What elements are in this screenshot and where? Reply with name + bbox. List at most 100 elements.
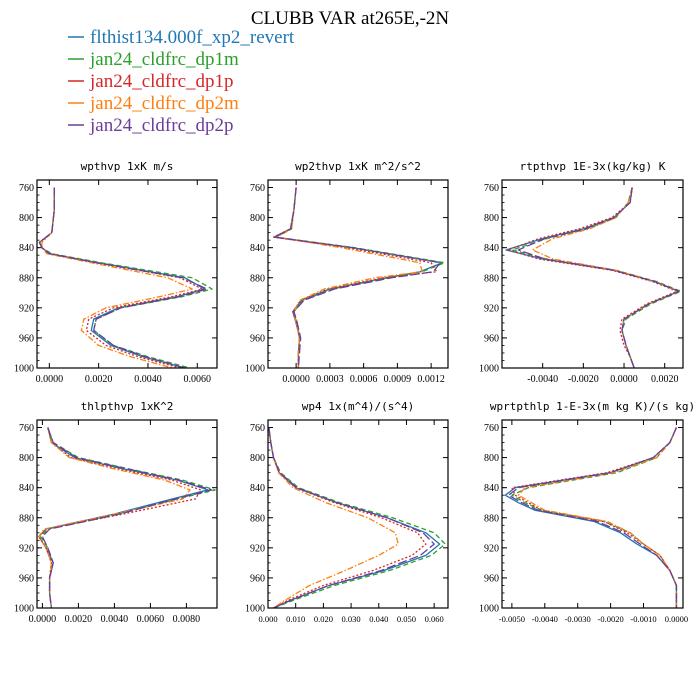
x-tick-label: -0.0040 [527, 374, 558, 385]
series-line-jan24-cldfrc-dp2p [38, 187, 208, 368]
y-tick-label: 800 [484, 213, 499, 224]
x-tick-label: 0.050 [397, 614, 416, 624]
series-line-jan24-cldfrc-dp2m [268, 427, 399, 608]
panel-1: wpthvp 1xK m/s76080084088092096010000.00… [14, 160, 218, 385]
y-tick-label: 840 [484, 243, 499, 254]
y-tick-label: 1000 [479, 604, 499, 615]
y-tick-label: 760 [484, 423, 499, 434]
figure-title: CLUBB VAR at265E,-2N [251, 8, 450, 29]
series-line-jan24-cldfrc-dp2m [276, 187, 423, 368]
x-tick-label: 0.010 [286, 614, 305, 624]
y-tick-label: 760 [484, 183, 499, 194]
y-tick-label: 920 [19, 543, 34, 554]
y-tick-label: 760 [19, 423, 34, 434]
x-tick-label: 0.0000 [610, 374, 638, 385]
y-tick-label: 1000 [479, 364, 499, 375]
y-tick-label: 960 [250, 333, 265, 344]
series-line-jan24-cldfrc-dp2m [38, 427, 191, 608]
plot-frame [36, 419, 218, 609]
x-tick-label: 0.0000 [36, 374, 64, 385]
x-tick-label: 0.020 [314, 614, 333, 624]
x-tick-label: 0.0000 [29, 614, 57, 625]
x-tick-label: 0.0040 [134, 374, 162, 385]
panel-title: wp4 1x(m^4)/(s^4) [302, 400, 415, 413]
x-tick-label: 0.0000 [665, 614, 688, 624]
panel-3: rtpthvp 1E-3x(kg/kg) K 760 800 840 880 920 960… [479, 160, 684, 385]
y-tick-label: 840 [250, 243, 265, 254]
panel-title: wprtpthlp 1-E-3x(m kg K)/(s kg) [490, 400, 695, 413]
x-tick-label: 0.0060 [137, 614, 165, 625]
series-line-jan24-cldfrc-dp2p [507, 427, 678, 608]
panel-4: thlpthvp 1xK^276080084088092096010000.00… [14, 400, 218, 625]
y-tick-label: 760 [250, 423, 265, 434]
x-tick-label: -0.0020 [597, 614, 623, 624]
x-tick-label: 0.0020 [85, 374, 113, 385]
y-tick-label: 800 [250, 453, 265, 464]
y-tick-label: 960 [484, 333, 499, 344]
x-tick-label: 0.0060 [184, 374, 212, 385]
series-line-jan24-cldfrc-dp1p [268, 427, 427, 608]
y-tick-label: 840 [484, 483, 499, 494]
y-tick-label: 840 [250, 483, 265, 494]
x-tick-label: 0.0040 [101, 614, 129, 625]
y-tick-label: 840 [19, 483, 34, 494]
y-tick-label: 880 [250, 513, 265, 524]
x-tick-label: -0.0040 [532, 614, 558, 624]
y-tick-label: 800 [19, 213, 34, 224]
y-tick-label: 920 [250, 303, 265, 314]
x-tick-label: 0.0080 [173, 614, 201, 625]
legend-label-jan24-cldfrc-dp2p: jan24_cldfrc_dp2p [89, 115, 234, 136]
y-tick-label: 880 [19, 273, 34, 284]
panel-5: wp4 1x(m^4)/(s^4)76080084088092096010000… [245, 400, 449, 624]
y-tick-label: 760 [19, 183, 34, 194]
plot-frame [501, 419, 684, 609]
y-tick-label: 760 [250, 183, 265, 194]
series-line-jan24-cldfrc-dp2p [274, 187, 441, 368]
panel-2: wp2thvp 1xK m^2/s^2 760 800 840 880 920 960 100… [245, 160, 449, 385]
panel-title: thlpthvp 1xK^2 [81, 400, 174, 413]
y-tick-label: 800 [484, 453, 499, 464]
panel-title: wpthvp 1xK m/s [81, 160, 174, 173]
plot-frame [36, 179, 218, 369]
x-tick-label: 0.0020 [651, 374, 679, 385]
plot-frame [267, 419, 449, 609]
legend-label-flthist134-000f-xp2-revert: flthist134.000f_xp2_revert [90, 27, 295, 48]
x-tick-label: 0.0020 [65, 614, 93, 625]
plot-frame [267, 179, 449, 369]
y-tick-label: 880 [19, 513, 34, 524]
series-line-jan24-cldfrc-dp2p [268, 427, 435, 608]
x-tick-label: 0.060 [425, 614, 444, 624]
y-tick-label: 960 [250, 573, 265, 584]
x-tick-label: -0.0030 [565, 614, 591, 624]
y-tick-label: 920 [250, 543, 265, 554]
chart-panels: wpthvp 1xK m/s76080084088092096010000.00… [14, 160, 695, 625]
series-line-jan24-cldfrc-dp2m [41, 187, 193, 368]
panel-title: rtpthvp 1E-3x(kg/kg) K [520, 160, 666, 173]
y-tick-label: 920 [484, 543, 499, 554]
y-tick-label: 880 [250, 273, 265, 284]
series-line-jan24-cldfrc-dp1p [507, 187, 678, 368]
series-line-jan24-cldfrc-dp2p [517, 187, 680, 368]
x-tick-label: 0.0009 [384, 374, 412, 385]
y-tick-label: 960 [19, 573, 34, 584]
x-tick-label: 0.0000 [282, 374, 310, 385]
legend-label-jan24-cldfrc-dp1m: jan24_cldfrc_dp1m [89, 49, 239, 70]
x-tick-label: 0.040 [369, 614, 388, 624]
x-tick-label: 0.030 [342, 614, 361, 624]
legend: flthist134.000f_xp2_revertjan24_cldfrc_d… [68, 27, 295, 136]
panel-title: wp2thvp 1xK m^2/s^2 [295, 160, 421, 173]
x-tick-label: -0.0010 [630, 614, 656, 624]
x-tick-label: 0.000 [258, 614, 277, 624]
y-tick-label: 960 [19, 333, 34, 344]
x-tick-label: -0.0020 [568, 374, 599, 385]
y-tick-label: 800 [250, 213, 265, 224]
x-tick-label: 0.0006 [350, 374, 378, 385]
series-line-jan24-cldfrc-dp1p [38, 427, 202, 608]
y-tick-label: 920 [19, 303, 34, 314]
y-tick-label: 1000 [245, 604, 265, 615]
y-tick-label: 1000 [14, 604, 34, 615]
plot-frame [501, 179, 684, 369]
x-tick-label: -0.0050 [499, 614, 525, 624]
y-tick-label: 960 [484, 573, 499, 584]
